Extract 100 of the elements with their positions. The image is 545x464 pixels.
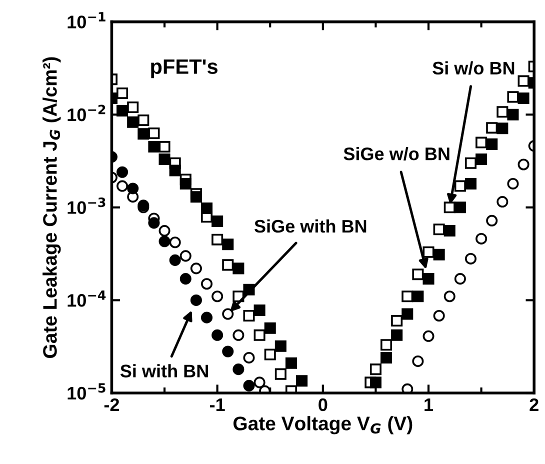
point — [180, 178, 192, 190]
point — [158, 236, 170, 248]
point — [169, 254, 181, 266]
point — [158, 154, 170, 166]
point — [232, 329, 244, 341]
point — [254, 329, 266, 341]
point — [454, 202, 466, 214]
point — [412, 355, 424, 367]
point — [116, 87, 128, 99]
point — [402, 308, 414, 320]
point — [116, 180, 128, 192]
point — [433, 224, 445, 236]
x-tick-label: 2 — [530, 398, 538, 411]
point — [212, 234, 224, 246]
x-tick-label: 0 — [318, 398, 328, 412]
point — [222, 346, 234, 358]
point — [464, 252, 477, 264]
point — [496, 106, 508, 118]
series-label: Si w/o BN — [432, 61, 514, 75]
point — [518, 75, 530, 87]
point — [232, 262, 244, 274]
point — [169, 164, 181, 176]
point — [391, 329, 403, 341]
point — [464, 157, 477, 169]
point — [464, 178, 477, 190]
point — [212, 329, 224, 341]
point — [433, 310, 445, 322]
point — [486, 138, 498, 150]
point — [496, 196, 508, 208]
point — [148, 127, 160, 139]
x-tick-label: -1 — [210, 398, 225, 411]
point — [180, 250, 192, 262]
point — [422, 273, 434, 285]
point — [264, 348, 276, 360]
point — [370, 364, 382, 376]
x-tick-label: 1 — [424, 398, 434, 411]
point — [243, 380, 255, 392]
point — [402, 383, 414, 394]
point — [454, 273, 466, 285]
y-tick-label: 10$^{−2}$ — [68, 104, 106, 122]
point — [222, 238, 234, 250]
y-tick-label: 10$^{−3}$ — [68, 198, 106, 214]
point — [274, 368, 286, 380]
point — [127, 182, 139, 194]
point — [486, 214, 498, 226]
point — [148, 141, 160, 153]
point — [232, 364, 244, 376]
x-axis-title: Gate Voltage V$_{G}$ (V) — [233, 416, 412, 434]
point — [200, 202, 213, 214]
point — [158, 141, 170, 153]
point — [454, 180, 466, 192]
point — [476, 232, 488, 244]
annotation: pFET's — [151, 59, 218, 78]
point — [422, 246, 434, 258]
point — [422, 330, 434, 342]
point — [296, 375, 308, 387]
y-tick-label: 10$^{−4}$ — [68, 290, 106, 307]
point — [158, 225, 170, 237]
point — [212, 215, 224, 227]
point — [169, 236, 181, 248]
y-tick-label: 10$^{−5}$ — [68, 383, 106, 400]
point — [444, 202, 456, 214]
point — [370, 376, 382, 388]
point — [274, 340, 286, 352]
point — [412, 290, 424, 302]
point — [507, 108, 519, 120]
point — [380, 339, 392, 351]
point — [254, 304, 266, 316]
point — [243, 310, 255, 322]
point — [518, 158, 530, 170]
point — [127, 116, 139, 128]
point — [507, 178, 519, 190]
point — [507, 91, 519, 103]
point — [476, 154, 488, 166]
point — [200, 312, 213, 324]
point — [212, 290, 224, 302]
point — [138, 128, 150, 140]
point — [222, 259, 234, 271]
point — [190, 191, 202, 203]
point — [433, 248, 445, 260]
point — [444, 225, 456, 237]
point — [254, 376, 266, 388]
point — [200, 278, 213, 290]
point — [190, 294, 202, 306]
point — [190, 262, 202, 274]
point — [380, 352, 392, 364]
point — [243, 352, 255, 364]
point — [518, 92, 530, 104]
point — [116, 166, 128, 178]
point — [412, 268, 424, 280]
point — [285, 357, 297, 369]
series-label: SiGe w/o BN — [344, 147, 450, 160]
point — [138, 114, 150, 126]
point — [180, 273, 192, 285]
point — [127, 101, 139, 114]
point — [486, 122, 498, 134]
point — [116, 105, 128, 117]
point — [222, 308, 234, 320]
point — [496, 122, 508, 134]
y-axis-title: Gate Leakage Current J$_{G}$ (A/cm²) — [42, 57, 61, 358]
